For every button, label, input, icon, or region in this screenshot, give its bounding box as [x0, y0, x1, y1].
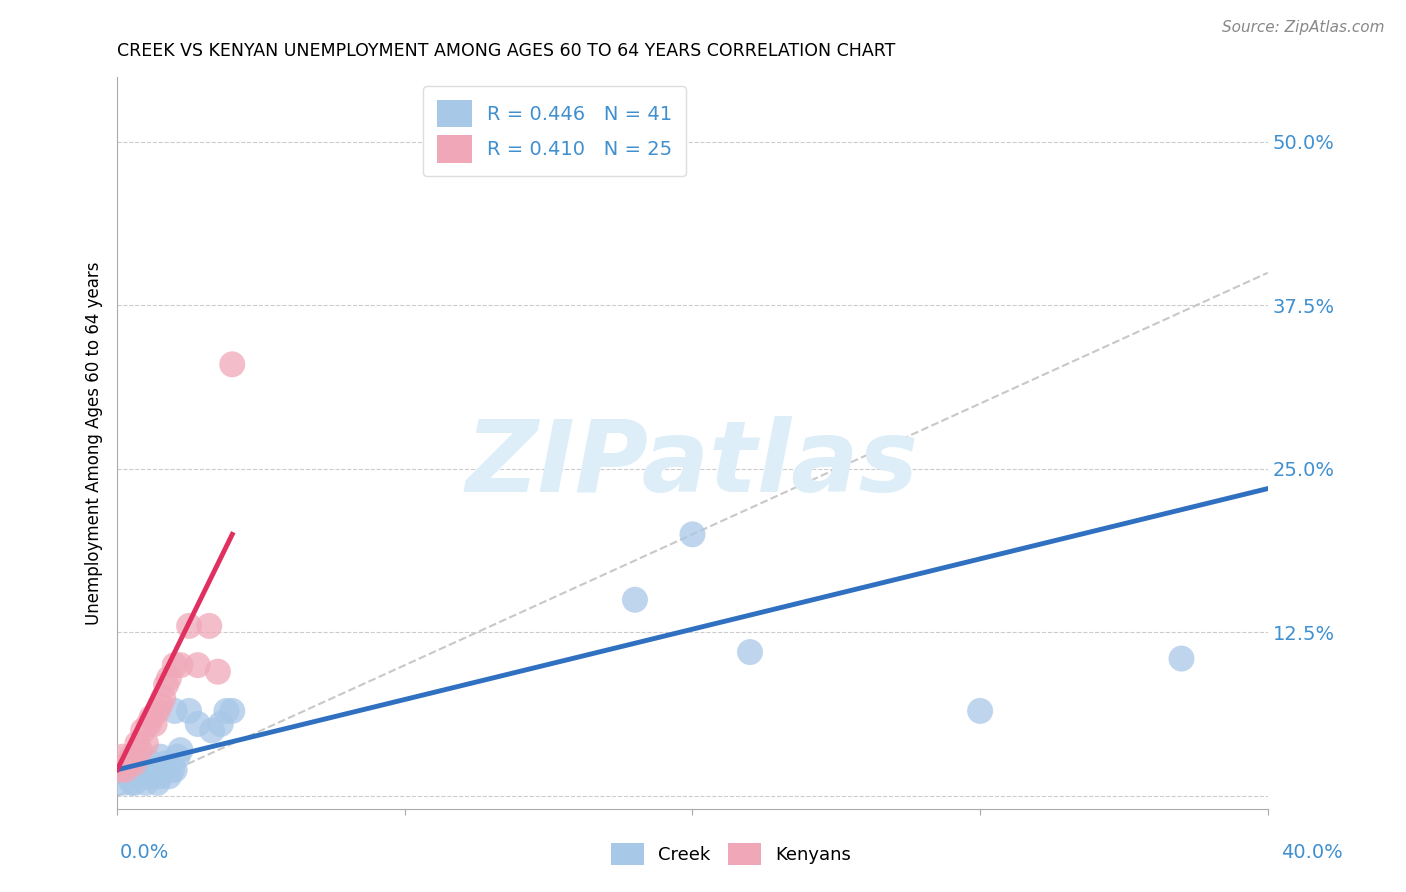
Y-axis label: Unemployment Among Ages 60 to 64 years: Unemployment Among Ages 60 to 64 years — [86, 261, 103, 624]
Point — [215, 704, 238, 718]
Point — [143, 717, 166, 731]
Point — [141, 710, 163, 724]
Point — [157, 769, 180, 783]
Point — [187, 658, 209, 673]
Point — [121, 749, 143, 764]
Text: Source: ZipAtlas.com: Source: ZipAtlas.com — [1222, 20, 1385, 35]
Point — [143, 763, 166, 777]
Point — [969, 704, 991, 718]
Point — [118, 756, 141, 771]
Point — [163, 704, 186, 718]
Point — [163, 763, 186, 777]
Point — [198, 619, 221, 633]
Point — [149, 769, 172, 783]
Point — [152, 763, 174, 777]
Point — [127, 756, 149, 771]
Point — [121, 763, 143, 777]
Point — [155, 678, 177, 692]
Point — [132, 763, 155, 777]
Point — [201, 723, 224, 738]
Text: CREEK VS KENYAN UNEMPLOYMENT AMONG AGES 60 TO 64 YEARS CORRELATION CHART: CREEK VS KENYAN UNEMPLOYMENT AMONG AGES … — [117, 42, 896, 60]
Point — [149, 698, 172, 712]
Point — [118, 769, 141, 783]
Point — [108, 763, 131, 777]
Text: 0.0%: 0.0% — [120, 843, 169, 862]
Point — [129, 769, 152, 783]
Point — [187, 717, 209, 731]
Point — [155, 756, 177, 771]
Point — [209, 717, 232, 731]
Point — [135, 769, 157, 783]
Point — [129, 763, 152, 777]
Point — [135, 737, 157, 751]
Point — [138, 763, 160, 777]
Point — [127, 737, 149, 751]
Text: ZIPatlas: ZIPatlas — [465, 417, 920, 513]
Point — [129, 743, 152, 757]
Point — [149, 749, 172, 764]
Point — [141, 769, 163, 783]
Point — [738, 645, 761, 659]
Point — [132, 723, 155, 738]
Point — [114, 763, 136, 777]
Point — [163, 658, 186, 673]
Point — [624, 592, 647, 607]
Point — [132, 756, 155, 771]
Point — [146, 704, 169, 718]
Point — [121, 776, 143, 790]
Legend: R = 0.446   N = 41, R = 0.410   N = 25: R = 0.446 N = 41, R = 0.410 N = 25 — [423, 87, 686, 177]
Point — [169, 743, 191, 757]
Point — [221, 704, 243, 718]
Point — [141, 756, 163, 771]
Point — [111, 749, 134, 764]
Point — [124, 776, 146, 790]
Point — [157, 671, 180, 685]
Point — [221, 357, 243, 371]
Point — [135, 776, 157, 790]
Point — [146, 776, 169, 790]
Point — [160, 763, 183, 777]
Point — [114, 763, 136, 777]
Text: 40.0%: 40.0% — [1281, 843, 1343, 862]
Point — [682, 527, 704, 541]
Point — [177, 619, 200, 633]
Point — [111, 776, 134, 790]
Point — [177, 704, 200, 718]
Point — [169, 658, 191, 673]
Point — [127, 763, 149, 777]
Point — [152, 690, 174, 705]
Point — [135, 763, 157, 777]
Point — [138, 717, 160, 731]
Point — [124, 756, 146, 771]
Point — [207, 665, 229, 679]
Point — [1170, 651, 1192, 665]
Legend: Creek, Kenyans: Creek, Kenyans — [602, 834, 860, 874]
Point — [166, 749, 188, 764]
